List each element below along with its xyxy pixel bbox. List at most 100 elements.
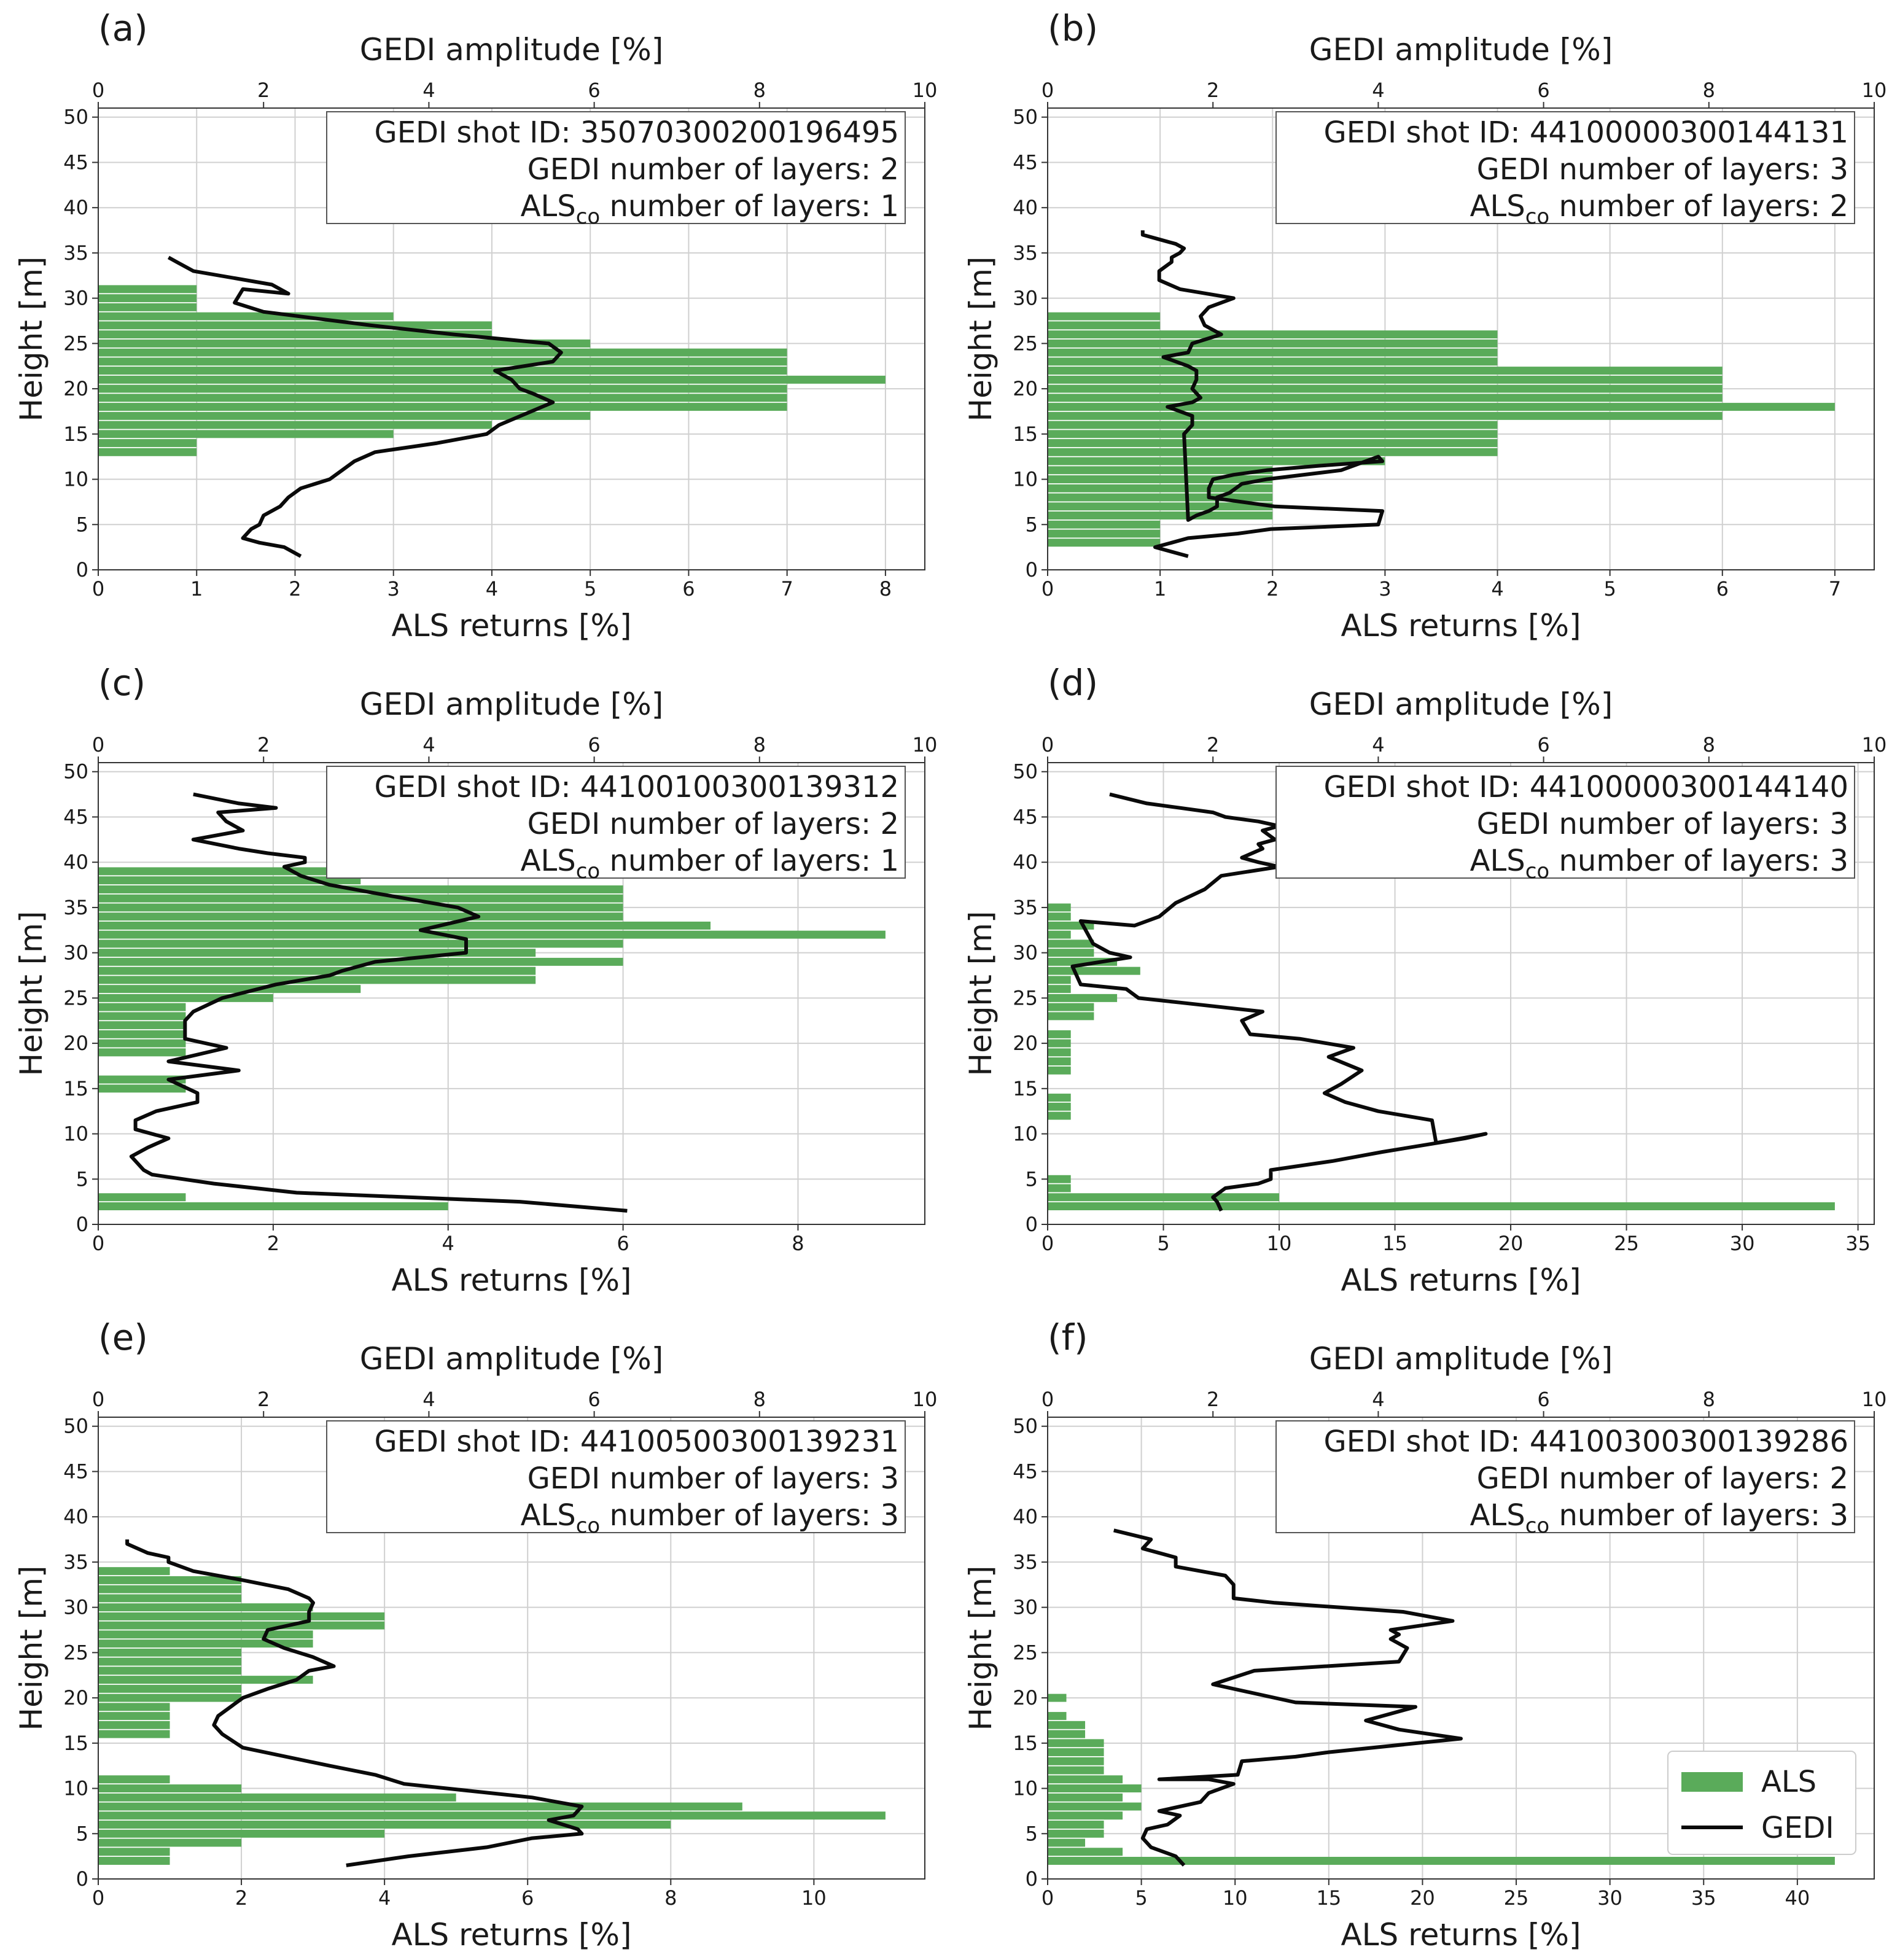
als-bar [98, 876, 361, 885]
gedi-line [125, 1539, 584, 1867]
info-als-prefix: ALS [521, 844, 576, 878]
als-bar [98, 375, 886, 384]
als-bar [98, 448, 197, 456]
x-tick-label-top: 8 [1703, 1388, 1715, 1411]
als-bar [1048, 1694, 1067, 1702]
info-als-suffix: number of layers: 1 [600, 844, 899, 878]
x-tick-label-top: 2 [1207, 733, 1219, 756]
als-bar [98, 1703, 170, 1711]
info-als-suffix: number of layers: 2 [1549, 189, 1848, 224]
y-tick-label: 45 [1013, 150, 1038, 174]
als-bar [98, 1003, 186, 1011]
y-tick-label: 50 [1013, 760, 1038, 784]
plot-frame [1047, 107, 1875, 570]
x-tick-label-bottom: 8 [664, 1886, 677, 1910]
als-bar [1048, 520, 1161, 529]
y-tick-label: 25 [63, 986, 88, 1009]
panel-d: 0 5 10 15 20 25 30 35 0 2 4 6 8 10 0 5 10 15 20 25 30 35 40 45 5… [963, 662, 1886, 1298]
info-gedi-layers: GEDI number of layers: 3 [1477, 807, 1848, 841]
als-bar [98, 339, 591, 348]
x-tick-label-top: 8 [753, 733, 766, 756]
als-bar [1048, 1003, 1094, 1011]
x-tick-label-top: 6 [588, 1388, 600, 1411]
gedi-line [1070, 792, 1488, 1212]
als-bar [1048, 430, 1498, 438]
x-tick-label-bottom: 7 [1829, 577, 1841, 601]
x-axis-title-top: GEDI amplitude [%] [1309, 32, 1613, 68]
x-tick-label-bottom: 5 [1157, 1232, 1169, 1255]
als-bar [1048, 1030, 1071, 1038]
y-tick-label: 15 [63, 1077, 88, 1100]
als-bar [98, 1712, 170, 1721]
panel-label: (b) [1048, 7, 1098, 49]
info-box-frame [1275, 111, 1855, 224]
als-bar [1048, 1193, 1280, 1202]
als-bar [98, 330, 492, 339]
als-bar [98, 976, 536, 984]
info-shot-id: GEDI shot ID: 44100500300139231 [375, 1425, 899, 1459]
x-tick-label-top: 8 [753, 1388, 766, 1411]
x-tick-label-bottom: 4 [442, 1232, 454, 1255]
als-bar [1048, 1848, 1123, 1856]
x-tick-label-bottom: 0 [92, 1886, 104, 1910]
als-bar [1048, 448, 1498, 456]
x-tick-label-bottom: 25 [1614, 1232, 1639, 1255]
als-bar [1048, 502, 1273, 511]
y-tick-label: 30 [63, 941, 88, 965]
y-tick-label: 40 [63, 1505, 88, 1528]
info-als-subscript: co [1525, 204, 1550, 229]
als-bar [1048, 1838, 1086, 1847]
x-axis-title-bottom: ALS returns [%] [1341, 608, 1581, 644]
y-tick-label: 15 [63, 1732, 88, 1755]
y-tick-label: 40 [63, 850, 88, 874]
als-bar [1048, 421, 1498, 429]
als-bar [1048, 1066, 1071, 1075]
x-axis-title-top: GEDI amplitude [%] [360, 1341, 664, 1377]
info-gedi-layers: GEDI number of layers: 2 [528, 807, 899, 841]
x-tick-label-bottom: 0 [1041, 1232, 1054, 1255]
y-tick-label: 20 [1013, 377, 1038, 400]
y-tick-label: 5 [1026, 1822, 1038, 1845]
x-tick-label-top: 10 [1862, 733, 1887, 756]
x-axis-title-top: GEDI amplitude [%] [360, 686, 664, 722]
als-bar [1048, 439, 1498, 448]
x-tick-label-top: 10 [913, 79, 938, 102]
als-bar [98, 321, 492, 330]
als-bar [1048, 1739, 1104, 1748]
x-tick-label-top: 10 [1862, 79, 1887, 102]
y-tick-label: 25 [63, 332, 88, 355]
als-bar [1048, 1784, 1142, 1793]
x-tick-label-bottom: 8 [792, 1232, 804, 1255]
y-axis-title: Height [m] [963, 257, 999, 422]
y-tick-label: 5 [76, 1822, 88, 1845]
y-tick-label: 35 [63, 1550, 88, 1574]
als-bar [98, 312, 394, 321]
x-tick-label-bottom: 5 [1603, 577, 1616, 601]
x-tick-label-top: 6 [1537, 79, 1549, 102]
als-bar [1048, 348, 1498, 357]
x-axis-title-top: GEDI amplitude [%] [360, 32, 664, 68]
x-tick-label-top: 4 [1372, 1388, 1384, 1411]
als-bar [1048, 1057, 1071, 1066]
als-bar [98, 903, 623, 912]
als-bar [1048, 1775, 1123, 1784]
x-tick-label-top: 0 [1041, 733, 1054, 756]
als-bar [98, 1829, 385, 1838]
als-bar [1048, 403, 1835, 411]
als-bar [98, 1202, 448, 1211]
x-tick-label-top: 10 [913, 1388, 938, 1411]
x-tick-label-top: 0 [1041, 79, 1054, 102]
als-bar [1048, 375, 1723, 384]
y-tick-label: 10 [63, 1777, 88, 1800]
x-tick-label-bottom: 0 [92, 1232, 104, 1255]
als-bar [1048, 384, 1723, 393]
als-bar [98, 1048, 186, 1057]
panel-label: (c) [98, 662, 146, 704]
x-tick-label-top: 0 [1041, 1388, 1054, 1411]
als-bar [98, 439, 197, 448]
x-tick-label-bottom: 2 [235, 1886, 247, 1910]
y-tick-label: 45 [1013, 805, 1038, 828]
als-bars [1048, 903, 1835, 1211]
panel-label: (f) [1048, 1316, 1088, 1358]
